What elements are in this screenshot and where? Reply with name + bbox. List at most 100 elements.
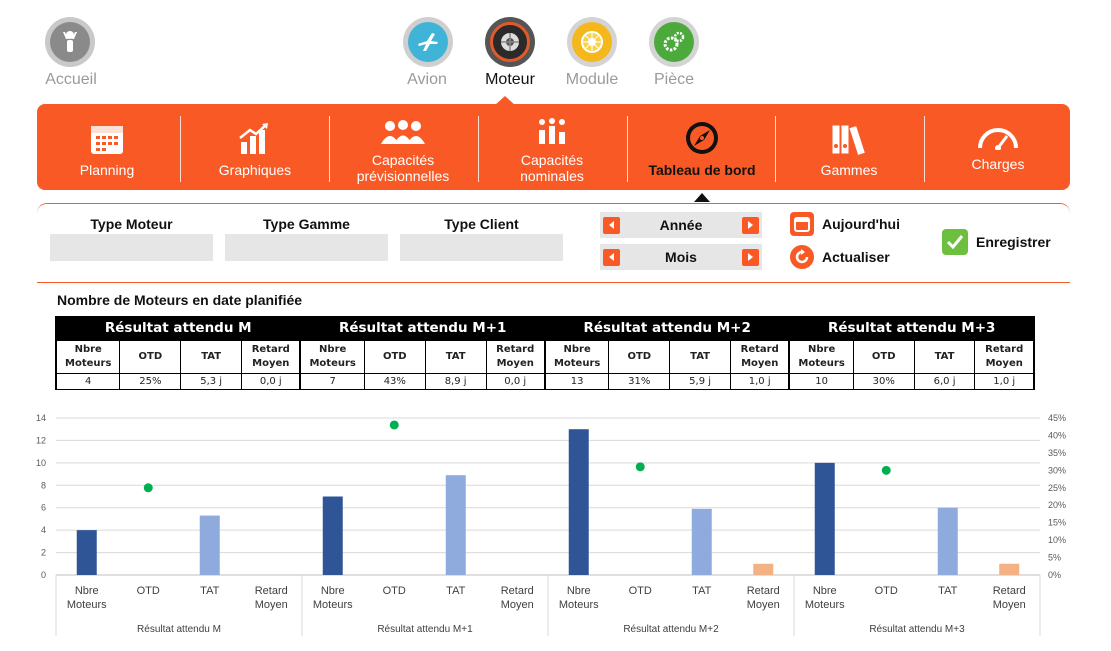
y2-tick-label: 5% [1048, 553, 1061, 563]
x-tick-label: Retard [501, 585, 534, 597]
home-label: Accueil [45, 71, 97, 88]
bar-nbre-moteurs [814, 462, 835, 575]
group-header: Résultat attendu M+2 [543, 316, 791, 340]
nav-module-button[interactable] [567, 17, 617, 67]
menu-capacites-previsionnelles-label: Capacités prévisionnelles [356, 152, 450, 184]
bar-chart-icon [237, 116, 273, 156]
table-cell: 30% [852, 372, 915, 390]
caret-right-icon [748, 221, 754, 229]
column-header: Retard Moyen [241, 339, 302, 374]
table-cell: 10 [788, 372, 854, 390]
aujourdhui-label: Aujourd'hui [822, 216, 900, 232]
table-cell: 31% [608, 372, 671, 390]
module-icon [572, 22, 612, 62]
enregistrer-button[interactable]: Enregistrer [942, 229, 1051, 255]
table-cell: 4 [55, 372, 121, 390]
y2-tick-label: 45% [1048, 413, 1066, 423]
group-label: Résultat attendu M+1 [377, 624, 473, 635]
column-header: TAT [180, 339, 243, 374]
column-header: Retard Moyen [730, 339, 791, 374]
x-tick-label: OTD [137, 585, 160, 597]
nav-module-label: Module [565, 71, 619, 88]
table-cell: 43% [363, 372, 426, 390]
menu-divider [180, 116, 181, 182]
type-gamme-select[interactable] [225, 234, 388, 261]
type-client-select[interactable] [400, 234, 563, 261]
column-header: Nbre Moteurs [55, 339, 121, 374]
annee-label: Année [659, 217, 703, 233]
bar-retard-moyen [753, 563, 774, 575]
y-tick-label: 4 [41, 525, 46, 535]
people-icon [378, 116, 428, 146]
aujourdhui-button[interactable]: Aujourd'hui [790, 212, 900, 236]
y2-tick-label: 15% [1048, 518, 1066, 528]
table-cell: 6,0 j [913, 372, 976, 390]
actualiser-button[interactable]: Actualiser [790, 245, 890, 269]
column-header: OTD [852, 339, 915, 374]
column-header: TAT [913, 339, 976, 374]
table-cell: 13 [543, 372, 610, 390]
menu-gammes[interactable]: Gammes [787, 104, 911, 190]
x-tick-label: Nbre [567, 585, 591, 597]
caret-left-icon [608, 253, 614, 261]
group-label: Résultat attendu M+2 [623, 624, 719, 635]
nav-avion-button[interactable] [403, 17, 453, 67]
nav-piece-label: Pièce [653, 71, 695, 88]
y2-tick-label: 35% [1048, 448, 1066, 458]
otd-point [143, 483, 153, 493]
annee-prev-button[interactable] [603, 216, 620, 234]
mois-label: Mois [665, 249, 697, 265]
x-tick-label: TAT [446, 585, 465, 597]
active-menu-indicator [694, 193, 710, 202]
y-tick-label: 8 [41, 480, 46, 490]
type-moteur-select[interactable] [50, 234, 213, 261]
x-tick-label: Moteurs [559, 599, 599, 611]
x-tick-label: OTD [875, 585, 898, 597]
menu-divider [478, 116, 479, 182]
menu-divider [627, 116, 628, 182]
mois-prev-button[interactable] [603, 248, 620, 266]
caret-right-icon [748, 253, 754, 261]
table-cell: 8,9 j [424, 372, 487, 390]
bar-nbre-moteurs [322, 496, 343, 575]
annee-stepper: Année [600, 212, 762, 238]
menu-graphiques[interactable]: Graphiques [193, 104, 317, 190]
nav-piece-button[interactable] [649, 17, 699, 67]
menu-charges-label: Charges [971, 156, 1025, 172]
x-tick-label: TAT [200, 585, 219, 597]
table-cell: 0,0 j [241, 372, 302, 390]
menu-planning-label: Planning [79, 162, 135, 178]
nav-moteur-label: Moteur [485, 71, 535, 88]
table-cell: 1,0 j [730, 372, 791, 390]
bar-tat [937, 507, 958, 575]
column-header: TAT [669, 339, 731, 374]
x-tick-label: Moteurs [67, 599, 107, 611]
menu-capacites-previsionnelles[interactable]: Capacités prévisionnelles [341, 104, 465, 190]
menu-charges[interactable]: Charges [936, 104, 1060, 190]
x-tick-label: Moteurs [313, 599, 353, 611]
menu-tableau-de-bord[interactable]: Tableau de bord [637, 104, 767, 190]
annee-next-button[interactable] [741, 216, 759, 234]
type-client-label: Type Client [444, 216, 519, 232]
column-header: Retard Moyen [485, 339, 546, 374]
menu-planning[interactable]: Planning [45, 104, 169, 190]
menu-capacites-nominales[interactable]: Capacités nominales [490, 104, 614, 190]
type-gamme-label: Type Gamme [263, 216, 350, 232]
filters-panel [37, 203, 1070, 283]
x-tick-label: Nbre [321, 585, 345, 597]
column-header: OTD [363, 339, 426, 374]
nav-moteur-button[interactable] [485, 17, 535, 67]
mois-next-button[interactable] [741, 248, 759, 266]
x-tick-label: TAT [938, 585, 957, 597]
mechanic-icon [50, 22, 90, 62]
nav-avion-label: Avion [407, 71, 447, 88]
column-header: TAT [424, 339, 487, 374]
bar-nbre-moteurs [568, 429, 589, 575]
column-header: Nbre Moteurs [299, 339, 365, 374]
menu-capacites-nominales-label: Capacités nominales [520, 152, 584, 184]
group-header: Résultat attendu M+3 [788, 316, 1035, 340]
menu-divider [329, 116, 330, 182]
people-chart-icon [534, 116, 570, 146]
x-tick-label: Moyen [747, 599, 780, 611]
home-button[interactable] [45, 17, 95, 67]
